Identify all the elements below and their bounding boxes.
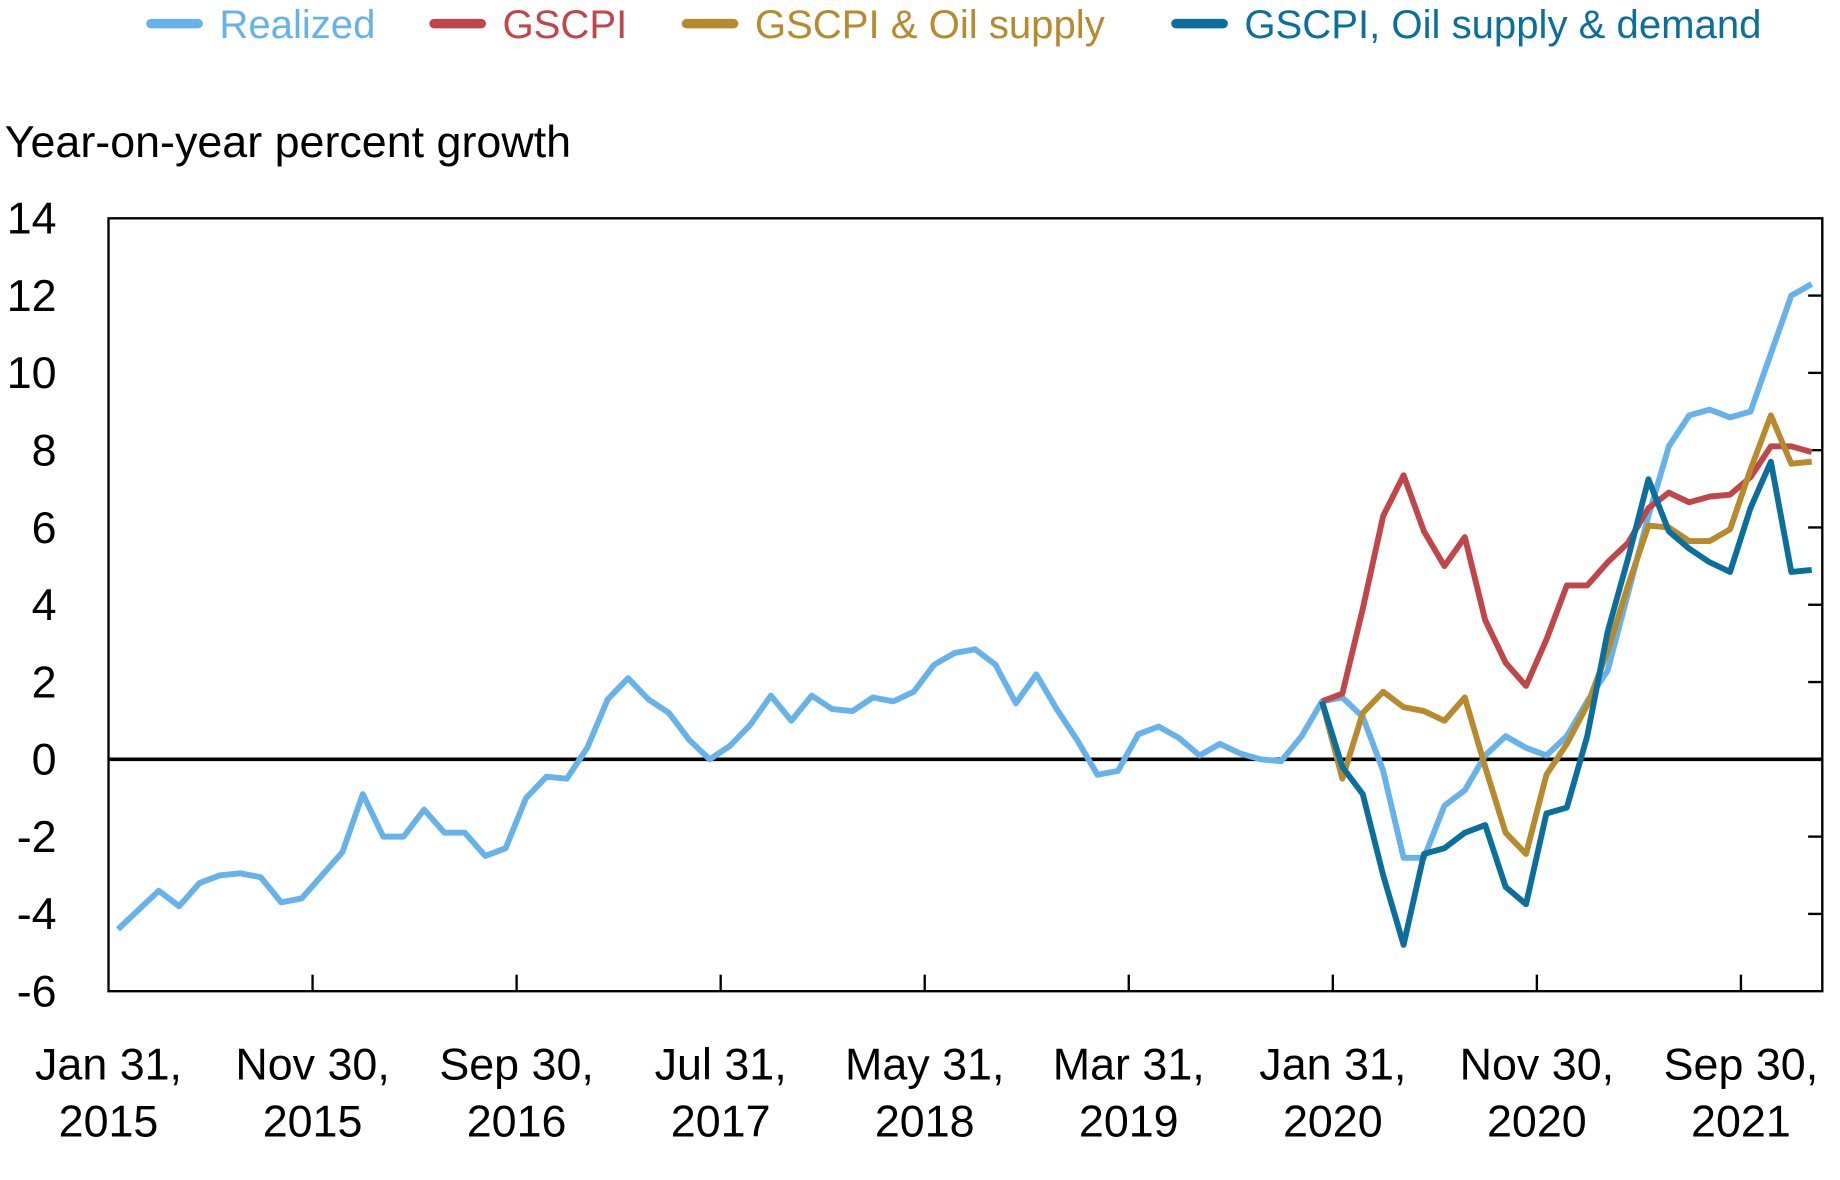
x-tick-label-year: 2015 xyxy=(263,1095,363,1146)
legend-label: Realized xyxy=(219,3,375,47)
x-tick-label: Nov 30, xyxy=(235,1039,389,1090)
x-tick-label: Sep 30, xyxy=(1664,1039,1819,1090)
y-tick-label: -4 xyxy=(17,888,57,939)
x-tick-label: Jul 31, xyxy=(655,1039,787,1090)
x-tick-label: Jan 31, xyxy=(35,1039,182,1090)
y-tick-label: 2 xyxy=(32,656,57,707)
y-tick-label: 12 xyxy=(7,270,57,321)
series-line-realized xyxy=(115,281,1814,932)
x-tick-label-year: 2017 xyxy=(671,1095,771,1146)
y-tick-label: -2 xyxy=(17,811,57,862)
x-tick-label: Sep 30, xyxy=(439,1039,594,1090)
x-tick-label-year: 2018 xyxy=(875,1095,975,1146)
y-tick-label: 8 xyxy=(32,425,57,476)
y-tick-label: 14 xyxy=(7,193,57,244)
tick-marks xyxy=(311,294,1823,992)
y-tick-label: -6 xyxy=(17,966,57,1017)
x-tick-label: Jan 31, xyxy=(1259,1039,1406,1090)
x-tick-label-year: 2021 xyxy=(1691,1095,1791,1146)
series-lines xyxy=(115,281,1814,948)
y-axis-label: Year-on-year percent growth xyxy=(5,116,571,167)
legend-label: GSCPI xyxy=(502,3,627,47)
legend-item: GSCPI xyxy=(429,3,627,47)
y-tick-labels: 14 12 10 8 6 4 2 0 -2 -4 -6 xyxy=(7,193,57,1017)
series-line-gscpi-oil-supply-demand xyxy=(1319,458,1812,948)
legend: Realized GSCPI GSCPI & Oil supply GSCPI, Oi… xyxy=(146,3,1761,47)
x-tick-label: Mar 31, xyxy=(1053,1039,1205,1090)
legend-item: Realized xyxy=(146,3,375,47)
y-tick-label: 6 xyxy=(32,502,57,553)
plot-frame xyxy=(107,217,1824,993)
y-tick-label: 10 xyxy=(7,347,57,398)
series-line-gscpi-oil-supply xyxy=(1319,412,1812,857)
x-tick-label-year: 2016 xyxy=(467,1095,567,1146)
x-tick-label: May 31, xyxy=(845,1039,1004,1090)
x-tick-label-year: 2020 xyxy=(1487,1095,1587,1146)
legend-label: GSCPI & Oil supply xyxy=(755,3,1105,47)
x-tick-label-year: 2020 xyxy=(1283,1095,1383,1146)
x-tick-label: Nov 30, xyxy=(1460,1039,1614,1090)
y-tick-label: 4 xyxy=(32,579,57,630)
x-tick-label-year: 2015 xyxy=(59,1095,159,1146)
legend-item: GSCPI, Oil supply & demand xyxy=(1171,3,1761,47)
series-line-gscpi xyxy=(1320,443,1813,705)
legend-item: GSCPI & Oil supply xyxy=(681,3,1105,47)
legend-label: GSCPI, Oil supply & demand xyxy=(1244,3,1761,47)
y-tick-label: 0 xyxy=(32,734,57,785)
x-tick-label-year: 2019 xyxy=(1079,1095,1179,1146)
